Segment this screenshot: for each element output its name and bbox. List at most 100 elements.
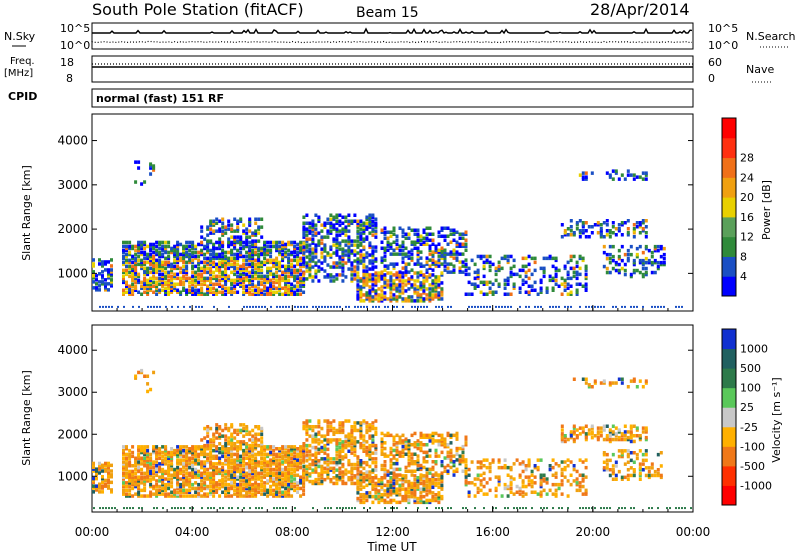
velocity-echo — [353, 442, 357, 446]
velocity-echo — [95, 473, 98, 477]
velocity-echo — [437, 496, 441, 501]
velocity-echo — [425, 493, 429, 497]
velocity-echo — [407, 446, 411, 451]
power-echo — [464, 232, 468, 236]
power-echo — [365, 293, 369, 297]
power-echo — [335, 241, 339, 245]
power-echo — [320, 241, 324, 245]
velocity-echo — [209, 450, 213, 455]
power-echo — [380, 299, 384, 303]
power-echo — [257, 231, 261, 235]
velocity-echo — [401, 444, 405, 449]
velocity-echo — [410, 493, 414, 497]
velocity-echo — [242, 442, 246, 446]
velocity-echo — [191, 464, 195, 468]
velocity-echo — [209, 452, 213, 457]
power-echo — [377, 277, 381, 281]
velocity-echo — [473, 482, 477, 487]
power-echo — [641, 221, 645, 225]
power-echo — [413, 232, 417, 236]
power-echo — [608, 260, 612, 265]
power-echo — [269, 268, 273, 273]
power-echo — [560, 276, 564, 281]
velocity-echo — [185, 450, 189, 455]
power-echo — [452, 270, 456, 274]
velocity-echo — [371, 440, 375, 444]
power-echo — [653, 246, 657, 251]
power-echo — [203, 244, 207, 249]
velocity-echo — [377, 489, 381, 493]
power-echo — [395, 295, 399, 299]
velocity-echo — [437, 494, 441, 499]
power-echo — [608, 231, 612, 235]
velocity-echo — [359, 460, 363, 465]
power-echo — [263, 250, 267, 255]
power-echo — [416, 254, 420, 258]
power-echo — [443, 258, 447, 262]
freq-panel: Freq. [MHz] 18 8 60 0 Nave — [4, 55, 774, 85]
velocity-echo — [206, 494, 210, 498]
power-echo — [353, 213, 357, 217]
velocity-echo — [434, 454, 438, 458]
power-echo — [236, 225, 240, 229]
velocity-echo — [218, 482, 222, 487]
power-echo — [236, 252, 240, 257]
power-echo — [644, 235, 648, 239]
velocity-echo — [197, 447, 201, 451]
power-echo — [356, 287, 360, 291]
power-echo — [179, 252, 183, 257]
power-echo — [173, 252, 177, 257]
velocity-echo — [206, 458, 210, 462]
power-echo — [284, 276, 288, 281]
power-echo — [299, 288, 303, 292]
power-echo — [143, 180, 147, 184]
velocity-echo — [230, 481, 234, 485]
velocity-echo — [254, 440, 258, 444]
velocity-echo — [284, 486, 288, 491]
power-echo — [131, 244, 135, 249]
power-echo — [461, 260, 465, 264]
velocity-echo — [260, 443, 264, 448]
velocity-echo — [353, 481, 357, 486]
power-echo — [407, 281, 411, 285]
power-echo — [383, 226, 387, 230]
power-echo — [179, 270, 183, 275]
power-echo — [230, 288, 234, 292]
ground-scatter — [675, 305, 677, 308]
velocity-echo — [92, 490, 95, 494]
velocity-echo — [419, 446, 423, 451]
velocity-echo — [416, 483, 420, 488]
power-echo — [359, 249, 363, 253]
power-echo — [506, 278, 510, 283]
power-echo — [275, 256, 279, 261]
velocity-echo — [311, 481, 315, 486]
velocity-echo — [272, 456, 276, 460]
velocity-echo — [431, 498, 435, 503]
velocity-echo — [278, 486, 282, 491]
power-echo — [440, 291, 444, 295]
velocity-echo — [101, 475, 104, 479]
power-echo — [152, 244, 156, 249]
power-echo — [485, 292, 489, 296]
velocity-echo — [182, 477, 186, 481]
velocity-echo — [401, 433, 405, 438]
velocity-echo — [287, 460, 291, 464]
velocity-echo — [188, 465, 192, 470]
velocity-echo — [290, 464, 294, 468]
velocity-echo — [443, 456, 447, 460]
power-echo — [362, 275, 366, 279]
velocity-echo — [416, 477, 420, 482]
power-echo — [344, 261, 348, 265]
power-echo — [209, 272, 213, 277]
power-echo — [224, 250, 228, 255]
velocity-echo — [188, 473, 192, 477]
power-echo — [287, 266, 291, 271]
velocity-echo — [245, 471, 249, 476]
velocity-echo — [203, 481, 207, 485]
velocity-echo — [281, 481, 285, 485]
velocity-echo — [122, 465, 125, 470]
velocity-echo — [248, 462, 252, 466]
power-echo — [395, 285, 399, 289]
power-echo — [152, 264, 156, 269]
velocity-echo — [446, 444, 450, 449]
